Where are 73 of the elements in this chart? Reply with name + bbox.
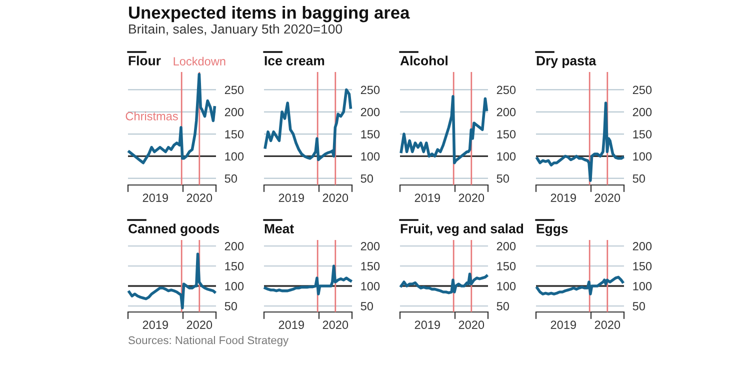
y-tick-label: 100	[361, 152, 380, 161]
chart-title: Meat	[264, 224, 294, 234]
x-tick-label: 2019	[414, 194, 440, 202]
x-tick-label: 2020	[594, 320, 620, 330]
line-series	[128, 252, 216, 310]
source-note: Sources: National Food Strategy	[128, 336, 289, 346]
y-tick-label: 150	[361, 130, 380, 138]
y-tick-label: 250	[632, 86, 652, 94]
chart-title: Fruit, veg and salad	[400, 224, 524, 236]
y-tick-label: 200	[224, 242, 244, 250]
y-tick-label: 100	[225, 152, 244, 161]
x-tick-label: 2020	[322, 320, 348, 330]
y-tick-label: 50	[496, 302, 510, 310]
y-tick-label: 150	[225, 130, 244, 138]
y-tick-label: 50	[360, 302, 374, 310]
text: Unexpected items in bagging area	[129, 6, 410, 22]
x-tick-label: 2019	[550, 194, 576, 202]
y-tick-label: 100	[633, 152, 652, 161]
x-tick-label: 2020	[186, 194, 212, 202]
chart-title: Flour	[128, 56, 161, 66]
text: Britain, sales, January 5th 2020=100	[129, 24, 342, 36]
y-tick-label: 150	[633, 262, 652, 270]
y-tick-label: 200	[496, 242, 516, 250]
y-tick-label: 100	[361, 282, 380, 290]
y-tick-label: 50	[496, 174, 510, 183]
x-tick-label: 2020	[458, 320, 484, 330]
y-tick-label: 200	[360, 242, 380, 250]
y-tick-label: 200	[496, 108, 516, 116]
y-tick-label: 150	[361, 262, 380, 270]
y-tick-label: 50	[360, 174, 374, 183]
y-tick-label: 250	[224, 86, 244, 94]
y-tick-label: 100	[633, 282, 652, 290]
x-tick-label: 2020	[594, 194, 620, 202]
x-tick-label: 2020	[458, 194, 484, 202]
x-tick-label: 2019	[414, 320, 440, 330]
chart-title: Dry pasta	[536, 56, 596, 68]
x-tick-label: 2020	[186, 320, 212, 330]
x-tick-label: 2019	[142, 320, 168, 330]
y-tick-label: 200	[360, 108, 380, 116]
line-series	[400, 272, 488, 294]
chart-title: Canned goods	[128, 224, 220, 236]
x-tick-label: 2019	[550, 320, 576, 330]
x-tick-label: 2020	[322, 194, 348, 202]
x-tick-label: 2019	[142, 194, 168, 202]
line-series	[536, 102, 624, 182]
y-tick-label: 250	[360, 86, 380, 94]
y-tick-label: 200	[224, 108, 244, 116]
line-series	[128, 72, 216, 164]
chart-title: Alcohol	[400, 56, 448, 66]
y-tick-label: 100	[497, 152, 516, 161]
y-tick-label: 50	[632, 302, 646, 310]
line-series	[264, 88, 352, 162]
y-tick-label: 200	[632, 108, 652, 116]
y-tick-label: 250	[496, 86, 516, 94]
ref-line-label: Christmas	[126, 112, 178, 120]
y-tick-label: 50	[632, 174, 646, 183]
chart-title: Ice cream	[264, 56, 324, 66]
y-tick-label: 200	[632, 242, 652, 250]
line-series	[536, 276, 624, 296]
y-tick-label: 100	[497, 282, 516, 290]
line-series	[264, 264, 352, 296]
ref-line-label: Lockdown	[174, 56, 226, 66]
y-tick-label: 150	[633, 130, 652, 138]
line-series	[400, 94, 488, 164]
y-tick-label: 150	[225, 262, 244, 270]
x-tick-label: 2019	[278, 320, 304, 330]
y-tick-label: 50	[224, 302, 238, 310]
y-tick-label: 50	[224, 174, 238, 183]
y-tick-label: 150	[497, 130, 516, 138]
x-tick-label: 2019	[278, 194, 304, 202]
y-tick-label: 150	[497, 262, 516, 270]
y-tick-label: 100	[225, 282, 244, 290]
chart-title: Eggs	[536, 224, 568, 236]
